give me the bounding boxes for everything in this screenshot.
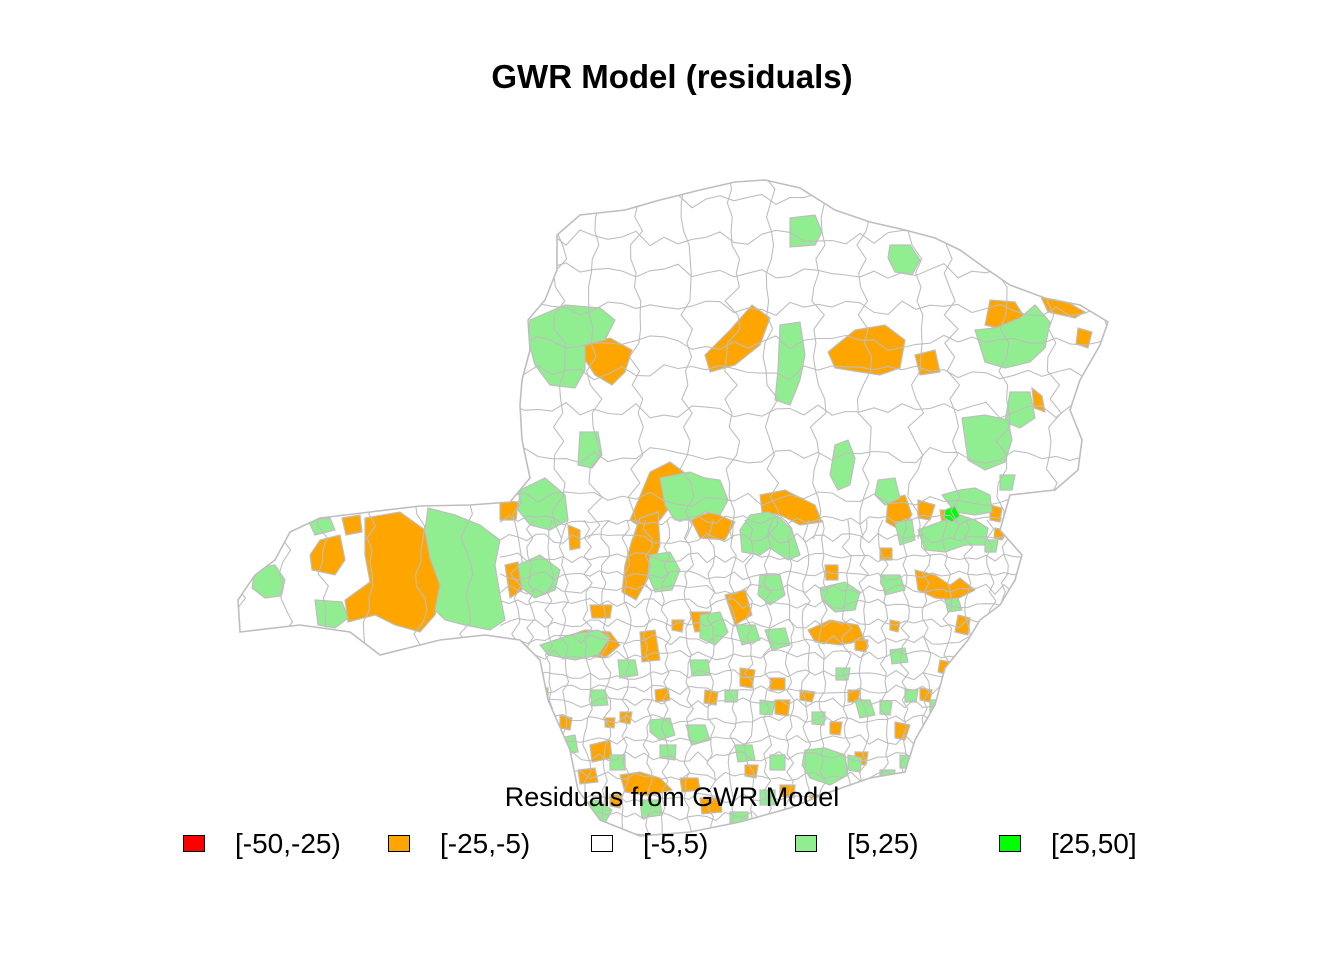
municipality-border — [762, 180, 780, 540]
legend-label: [-50,-25) — [235, 828, 341, 859]
municipality-border — [683, 519, 695, 836]
municipality-border — [499, 829, 1023, 836]
legend-label: [5,25) — [847, 828, 919, 859]
municipality-border — [499, 598, 1023, 609]
municipality-border — [551, 180, 569, 540]
municipality-border — [458, 489, 474, 659]
legend-label: [-25,-5) — [440, 828, 531, 859]
municipality-border — [499, 570, 1023, 581]
municipality-border — [809, 180, 827, 540]
municipality-border — [679, 180, 695, 540]
municipality-border — [856, 180, 873, 540]
municipality-border — [706, 519, 716, 836]
municipality-border — [600, 519, 612, 836]
municipality-layer — [238, 180, 1108, 836]
municipality-border — [783, 519, 795, 836]
municipality-border — [818, 519, 829, 836]
municipality-border — [660, 519, 672, 836]
municipality-border — [642, 519, 654, 836]
municipality-border — [1099, 180, 1108, 540]
legend-label: [25,50] — [1051, 828, 1137, 859]
legend-swatch — [795, 835, 817, 852]
municipality-border — [724, 180, 741, 540]
municipality-border — [621, 519, 632, 836]
municipality-border — [499, 532, 1023, 544]
municipality-border — [743, 519, 755, 836]
municipality-border — [726, 519, 737, 836]
municipality-border — [499, 649, 1023, 661]
map-title: GWR Model (residuals) — [491, 58, 853, 95]
legend-swatch — [388, 835, 410, 852]
municipality-border — [800, 519, 812, 836]
municipality-border — [627, 180, 644, 540]
municipality-border — [499, 617, 1023, 629]
legend-swatch — [591, 835, 613, 852]
municipality-border — [362, 489, 377, 659]
municipality-border — [413, 489, 428, 659]
legend-swatch — [999, 835, 1021, 852]
municipality-border — [499, 514, 1023, 526]
municipality-border — [907, 180, 925, 540]
municipality-border — [499, 583, 1023, 596]
municipality-border — [499, 669, 1023, 681]
class-25-5-regions — [309, 294, 1093, 815]
legend-label: [-5,5) — [643, 828, 709, 859]
municipality-border — [499, 684, 1023, 696]
municipality-border — [499, 552, 1023, 564]
legend-title: Residuals from GWR Model — [504, 782, 840, 812]
municipality-border — [509, 489, 523, 659]
legend-swatch — [183, 835, 205, 852]
municipality-border — [762, 519, 774, 836]
municipality-border — [499, 634, 1023, 646]
municipality-border — [841, 519, 853, 836]
municipality-border — [581, 519, 593, 836]
municipality-border — [586, 180, 603, 540]
